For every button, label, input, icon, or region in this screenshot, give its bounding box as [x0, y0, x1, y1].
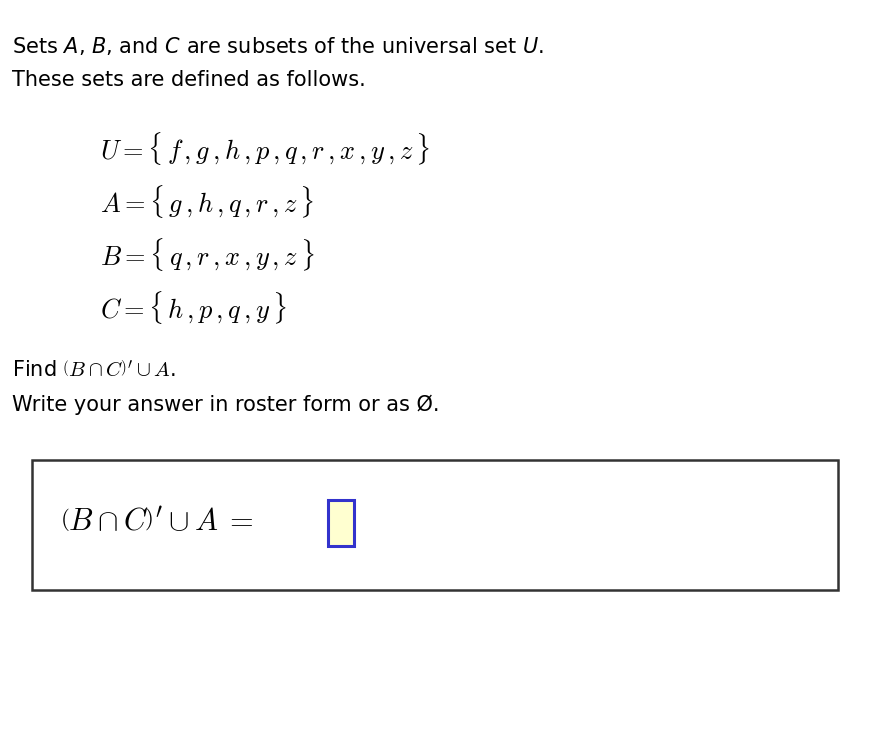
Text: These sets are defined as follows.: These sets are defined as follows. [12, 70, 365, 90]
Bar [328, 500, 354, 546]
Text: $A=\{\,g\,,h\,,q\,,r\,,z\,\}$: $A=\{\,g\,,h\,,q\,,r\,,z\,\}$ [100, 183, 314, 220]
Text: Write your answer in roster form or as Ø.: Write your answer in roster form or as Ø… [12, 395, 439, 415]
Text: $\left(B\cap C\right)'\cup A\;=\;$: $\left(B\cap C\right)'\cup A\;=\;$ [60, 507, 254, 537]
Text: $U=\{\,f\,,g\,,h\,,p\,,q\,,r\,,x\,,y\,,z\,\}$: $U=\{\,f\,,g\,,h\,,p\,,q\,,r\,,x\,,y\,,z… [100, 130, 430, 167]
Text: $B=\{\,q\,,r\,,x\,,y\,,z\,\}$: $B=\{\,q\,,r\,,x\,,y\,,z\,\}$ [100, 236, 315, 273]
Text: Find $\left(B\cap C\right)'\cup A$.: Find $\left(B\cap C\right)'\cup A$. [12, 360, 176, 382]
Text: Sets $\mathit{A}$, $\mathit{B}$, and $\mathit{C}$ are subsets of the universal s: Sets $\mathit{A}$, $\mathit{B}$, and $\m… [12, 35, 543, 57]
Text: $C=\{\,h\,,p\,,q\,,y\,\}$: $C=\{\,h\,,p\,,q\,,y\,\}$ [100, 289, 287, 326]
Bar [32, 460, 838, 590]
